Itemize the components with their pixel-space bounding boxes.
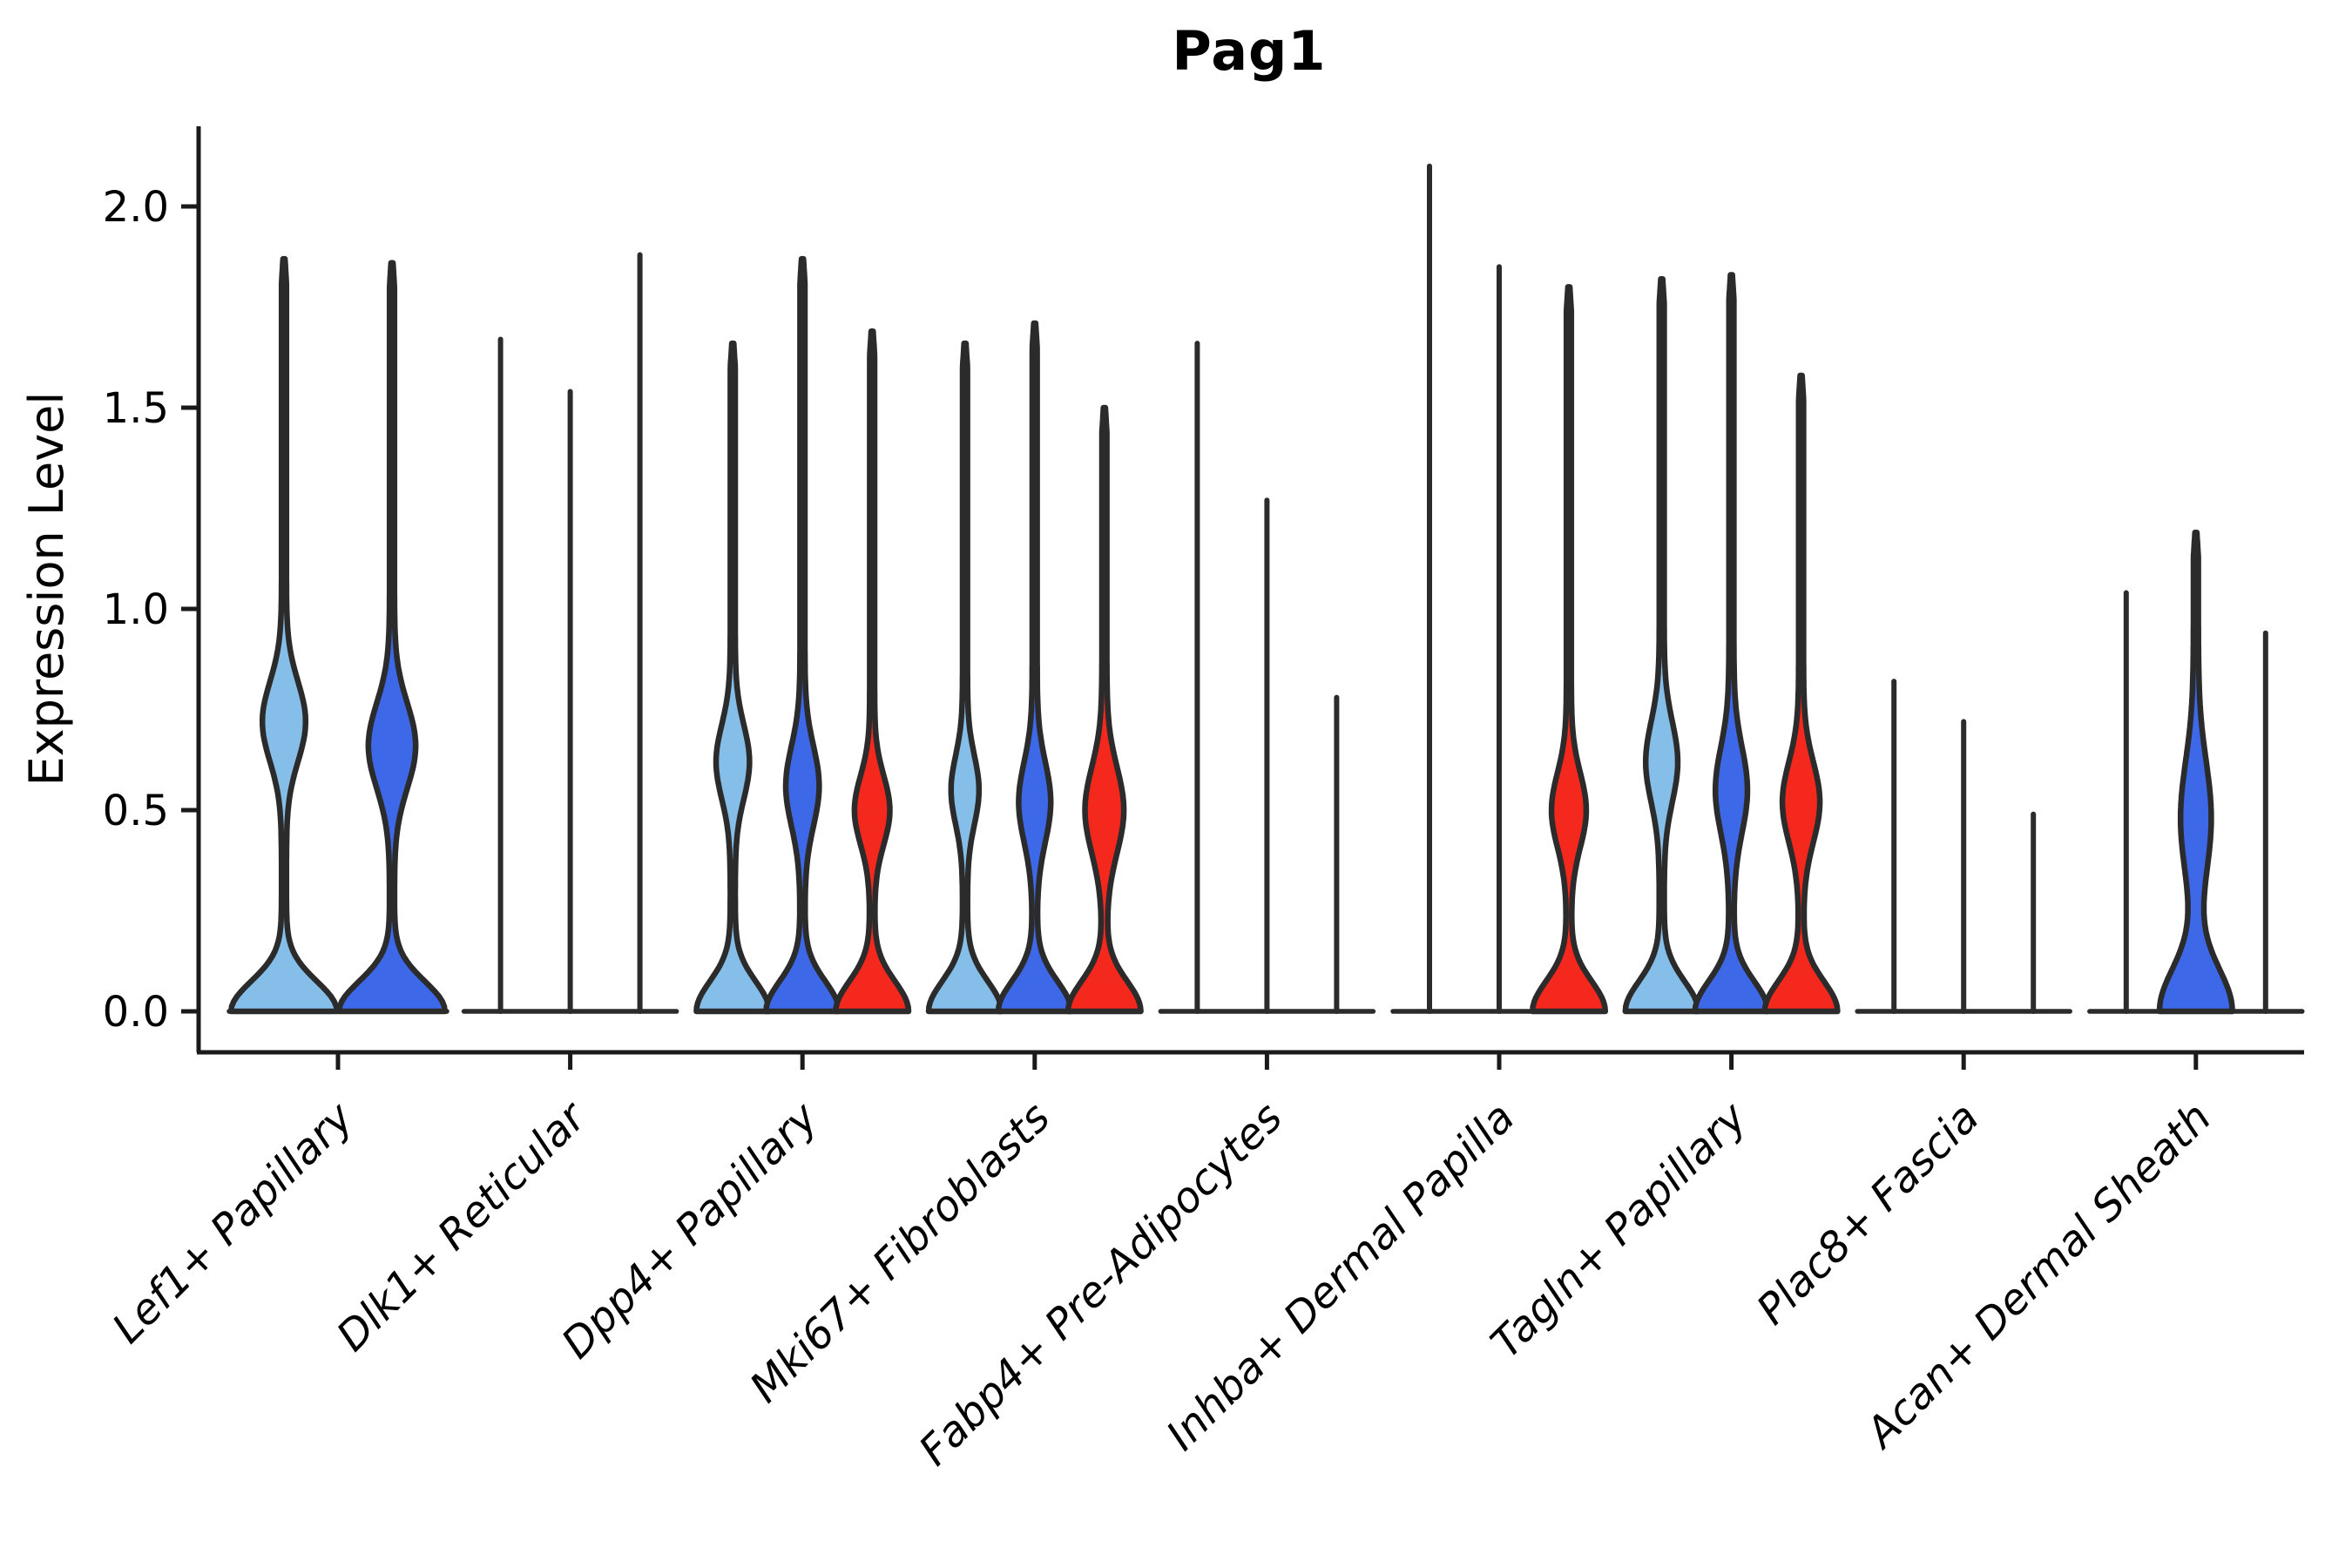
violin (1622, 275, 1701, 1015)
violin (1529, 284, 1609, 1015)
violin (763, 255, 842, 1015)
y-tick-label: 1.0 (103, 585, 169, 634)
y-tick-label: 0.5 (103, 787, 169, 835)
x-tick-label: Dpp4+ Papillary (552, 1092, 828, 1368)
violin (2156, 529, 2235, 1015)
violin (925, 340, 1004, 1015)
violin (1064, 404, 1144, 1015)
y-tick-label: 1.5 (103, 384, 169, 433)
violin (227, 255, 341, 1015)
violin (1692, 272, 1771, 1015)
y-tick-label: 2.0 (103, 183, 169, 232)
violin (693, 340, 773, 1015)
chart-title: Pag1 (1172, 19, 1327, 83)
violin (335, 260, 449, 1015)
x-tick-label: Tagln+ Papillary (1482, 1092, 1757, 1368)
x-tick-label: Dlk1+ Reticular (328, 1092, 598, 1362)
y-tick-label: 0.0 (103, 988, 169, 1037)
violin (833, 328, 912, 1015)
violin (1761, 372, 1841, 1015)
x-tick-label: Plac8+ Fascia (1747, 1093, 1989, 1335)
x-tick-label: Lef1+ Papillary (103, 1092, 363, 1353)
violin (995, 320, 1074, 1015)
